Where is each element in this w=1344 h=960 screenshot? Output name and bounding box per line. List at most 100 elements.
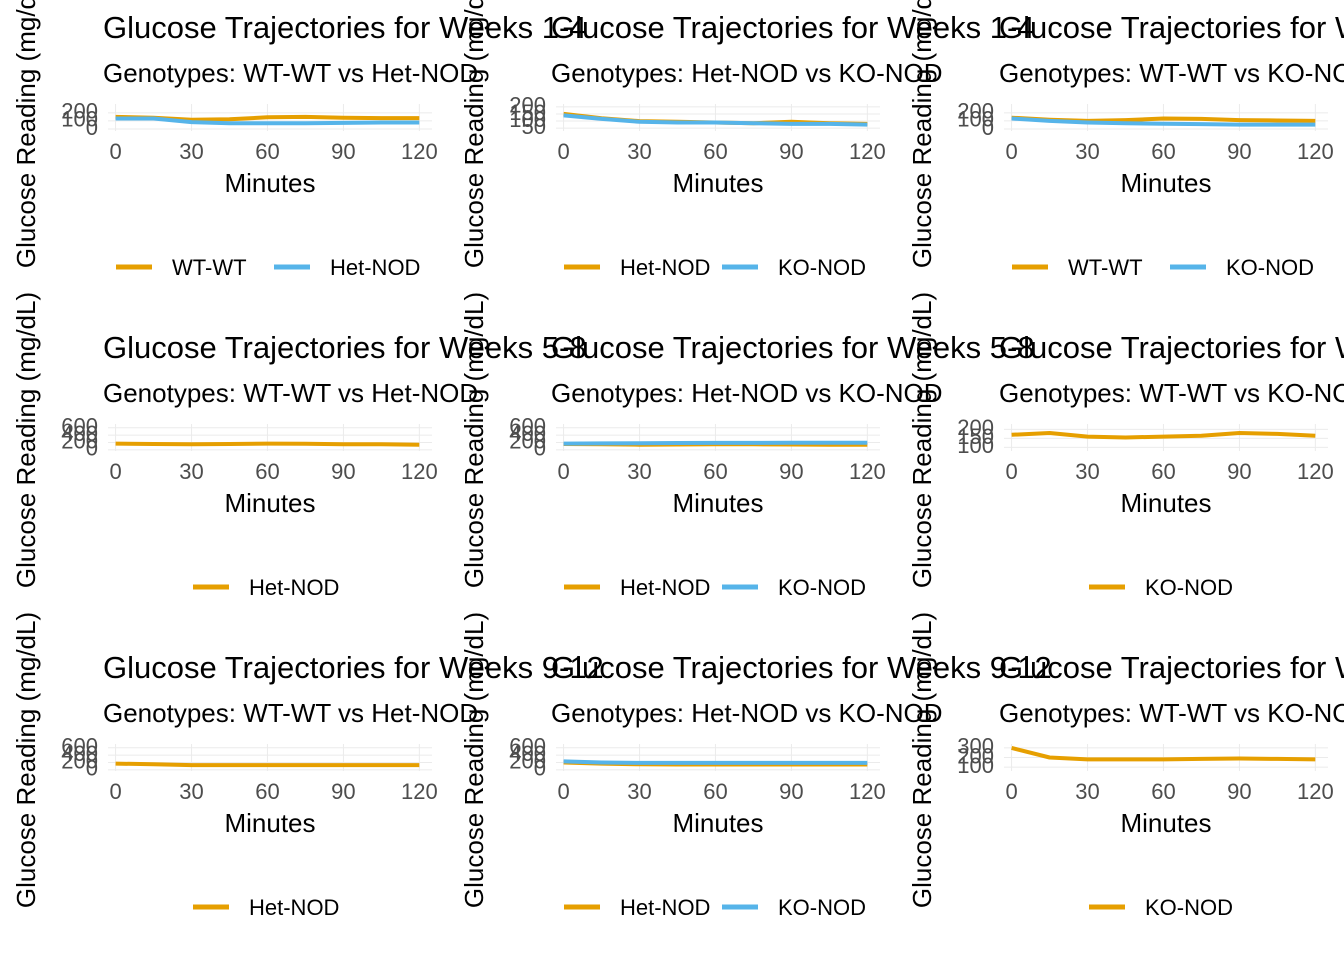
- legend-label: Het-NOD: [620, 895, 710, 920]
- chart-title: Glucose Trajectories for Weeks 5-8: [999, 330, 1344, 365]
- y-tick-label: 150: [957, 424, 994, 449]
- x-tick-label: 120: [849, 779, 886, 804]
- y-axis-title: Glucose Reading (mg/dL): [459, 292, 489, 588]
- x-tick-label: 30: [179, 459, 203, 484]
- y-tick-label: 200: [509, 93, 546, 118]
- legend-label: Het-NOD: [330, 255, 420, 280]
- x-tick-label: 120: [401, 459, 438, 484]
- x-tick-label: 0: [557, 139, 569, 164]
- x-tick-label: 30: [627, 139, 651, 164]
- x-tick-label: 60: [1151, 779, 1175, 804]
- y-tick-label: 50: [522, 114, 546, 139]
- x-tick-label: 60: [703, 779, 727, 804]
- x-tick-label: 90: [779, 139, 803, 164]
- x-tick-label: 90: [331, 139, 355, 164]
- chart-title: Glucose Trajectories for Weeks 9-12: [103, 650, 604, 685]
- x-tick-label: 120: [849, 139, 886, 164]
- x-tick-label: 60: [1151, 139, 1175, 164]
- legend-label: KO-NOD: [1145, 575, 1233, 600]
- y-tick-label: 200: [61, 748, 98, 773]
- legend-label: KO-NOD: [1226, 255, 1314, 280]
- y-tick-label: 200: [957, 99, 994, 124]
- x-axis-title: Minutes: [224, 168, 315, 198]
- y-tick-label: 400: [509, 421, 546, 446]
- series-line: [1011, 116, 1316, 127]
- y-axis-title: Glucose Reading (mg/dL): [11, 292, 41, 588]
- chart-subtitle: Genotypes: Het-NOD vs KO-NOD: [551, 378, 943, 408]
- chart-title: Glucose Trajectories for Weeks 1-4: [999, 10, 1344, 45]
- chart-subtitle: Genotypes: WT-WT vs Het-NOD: [103, 378, 478, 408]
- chart-subtitle: Genotypes: WT-WT vs Het-NOD: [103, 698, 478, 728]
- x-tick-label: 0: [109, 139, 121, 164]
- x-tick-label: 90: [331, 459, 355, 484]
- chart-title: Glucose Trajectories for Weeks 5-8: [103, 330, 587, 365]
- chart-subtitle: Genotypes: WT-WT vs Het-NOD: [103, 58, 478, 88]
- series-line: [1011, 431, 1316, 440]
- legend-label: WT-WT: [172, 255, 247, 280]
- plot-background: [108, 424, 432, 451]
- x-axis-title: Minutes: [672, 168, 763, 198]
- x-tick-label: 30: [627, 459, 651, 484]
- chart-title: Glucose Trajectories for Weeks 1-4: [103, 10, 587, 45]
- chart-subtitle: Genotypes: WT-WT vs KO-NOD: [999, 698, 1344, 728]
- x-tick-label: 60: [1151, 459, 1175, 484]
- x-tick-label: 120: [401, 779, 438, 804]
- x-tick-label: 90: [1227, 139, 1251, 164]
- x-tick-label: 120: [849, 459, 886, 484]
- x-axis-title: Minutes: [672, 488, 763, 518]
- series-line: [563, 759, 868, 765]
- chart-title: Glucose Trajectories for Weeks 1-4: [551, 10, 1035, 45]
- x-tick-label: 120: [1297, 459, 1334, 484]
- x-tick-label: 60: [255, 779, 279, 804]
- x-tick-label: 0: [109, 459, 121, 484]
- y-axis-title: Glucose Reading (mg/dL): [11, 612, 41, 908]
- legend-label: KO-NOD: [778, 895, 866, 920]
- y-tick-label: 400: [61, 741, 98, 766]
- y-tick-label: 100: [957, 107, 994, 132]
- y-tick-label: 0: [86, 756, 98, 781]
- y-tick-label: 600: [509, 734, 546, 759]
- x-tick-label: 30: [179, 779, 203, 804]
- x-tick-label: 0: [1005, 139, 1017, 164]
- x-axis-title: Minutes: [224, 488, 315, 518]
- x-tick-label: 60: [703, 139, 727, 164]
- x-axis-title: Minutes: [1120, 808, 1211, 838]
- x-tick-label: 120: [401, 139, 438, 164]
- y-axis-title: Glucose Reading (mg/dL): [459, 0, 489, 268]
- x-axis-title: Minutes: [672, 808, 763, 838]
- y-tick-label: 100: [957, 433, 994, 458]
- legend-label: Het-NOD: [249, 895, 339, 920]
- x-axis-title: Minutes: [224, 808, 315, 838]
- x-tick-label: 90: [331, 779, 355, 804]
- series-line: [563, 113, 868, 127]
- x-tick-label: 90: [1227, 459, 1251, 484]
- x-tick-label: 0: [557, 459, 569, 484]
- x-tick-label: 120: [1297, 779, 1334, 804]
- series-line: [115, 116, 420, 126]
- y-tick-label: 100: [509, 107, 546, 132]
- x-tick-label: 60: [255, 139, 279, 164]
- legend-label: KO-NOD: [778, 255, 866, 280]
- y-tick-label: 0: [534, 436, 546, 461]
- legend-label: WT-WT: [1068, 255, 1143, 280]
- y-tick-label: 150: [509, 100, 546, 125]
- x-tick-label: 90: [779, 459, 803, 484]
- y-axis-title: Glucose Reading (mg/dL): [907, 0, 937, 268]
- y-tick-label: 200: [509, 428, 546, 453]
- y-tick-label: 200: [61, 428, 98, 453]
- x-tick-label: 90: [779, 779, 803, 804]
- legend-label: Het-NOD: [249, 575, 339, 600]
- chart-subtitle: Genotypes: Het-NOD vs KO-NOD: [551, 58, 943, 88]
- x-tick-label: 30: [1075, 459, 1099, 484]
- y-tick-label: 400: [61, 421, 98, 446]
- legend-label: Het-NOD: [620, 575, 710, 600]
- y-axis-title: Glucose Reading (mg/dL): [459, 612, 489, 908]
- y-tick-label: 0: [86, 436, 98, 461]
- y-tick-label: 200: [957, 415, 994, 440]
- series-line: [115, 441, 420, 447]
- y-tick-label: 0: [534, 756, 546, 781]
- x-axis-title: Minutes: [1120, 168, 1211, 198]
- y-tick-label: 100: [61, 107, 98, 132]
- y-axis-title: Glucose Reading (mg/dL): [907, 612, 937, 908]
